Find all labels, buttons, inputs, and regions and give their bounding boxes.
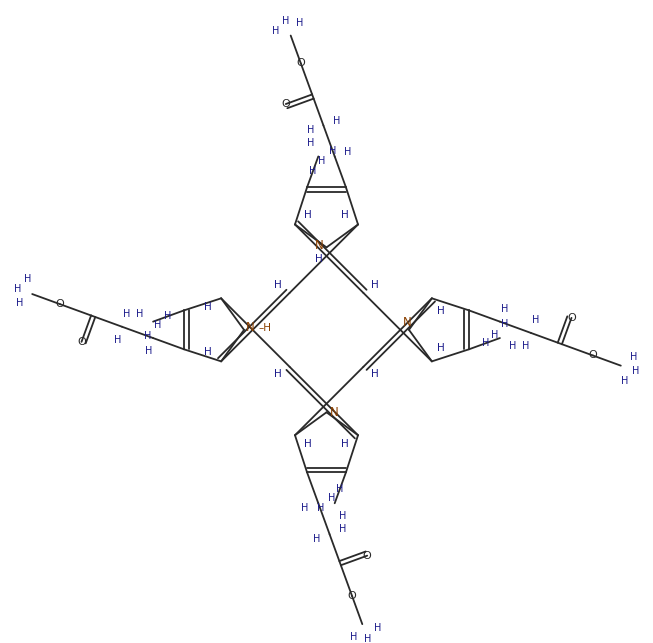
Text: H: H [317, 503, 324, 514]
Text: N: N [404, 316, 412, 329]
Text: H: H [302, 503, 309, 513]
Text: H: H [339, 525, 346, 534]
Text: N: N [246, 322, 255, 334]
Text: H: H [339, 511, 346, 521]
Text: O: O [281, 99, 290, 109]
Text: H: H [154, 320, 161, 330]
Text: H: H [274, 280, 282, 290]
Text: H: H [364, 634, 372, 643]
Text: H: H [501, 303, 509, 314]
Text: O: O [77, 337, 86, 347]
Text: H: H [349, 632, 357, 642]
Text: H: H [341, 210, 349, 221]
Text: H: H [437, 306, 445, 316]
Text: H: H [304, 210, 312, 221]
Text: H: H [304, 439, 312, 449]
Text: H: H [144, 331, 151, 341]
Text: H: H [123, 309, 131, 319]
Text: H: H [274, 369, 282, 379]
Text: H: H [333, 116, 340, 125]
Text: H: H [341, 439, 349, 449]
Text: H: H [318, 156, 325, 166]
Text: H: H [315, 254, 323, 264]
Text: H: H [374, 623, 381, 633]
Text: H: H [24, 274, 32, 284]
Text: H: H [482, 338, 489, 349]
Text: H: H [14, 284, 21, 294]
Text: N: N [315, 239, 323, 252]
Text: H: H [136, 309, 144, 319]
Text: H: H [437, 343, 445, 354]
Text: H: H [114, 335, 121, 345]
Text: H: H [522, 341, 530, 351]
Text: H: H [336, 484, 343, 494]
Text: H: H [16, 298, 23, 308]
Text: H: H [532, 315, 539, 325]
Text: O: O [56, 299, 65, 309]
Text: H: H [307, 125, 314, 135]
Text: H: H [204, 302, 212, 312]
Text: H: H [509, 341, 517, 350]
Text: H: H [296, 17, 304, 28]
Text: H: H [328, 493, 335, 503]
Text: N: N [330, 406, 338, 419]
Text: H: H [307, 138, 314, 149]
Text: H: H [344, 147, 351, 157]
Text: H: H [371, 369, 379, 379]
Text: H: H [272, 26, 279, 37]
Text: O: O [588, 350, 597, 361]
Text: H: H [144, 346, 152, 356]
Text: –H: –H [259, 323, 272, 333]
Text: H: H [164, 311, 171, 322]
Text: H: H [329, 146, 336, 156]
Text: H: H [310, 166, 317, 176]
Text: O: O [363, 550, 372, 561]
Text: H: H [502, 319, 509, 329]
Text: O: O [296, 59, 305, 68]
Text: H: H [281, 15, 289, 26]
Text: H: H [492, 330, 499, 340]
Text: O: O [567, 313, 576, 323]
Text: H: H [632, 366, 639, 376]
Text: H: H [621, 376, 629, 386]
Text: H: H [204, 347, 212, 358]
Text: H: H [630, 352, 637, 361]
Text: H: H [313, 534, 320, 544]
Text: H: H [371, 280, 379, 290]
Text: O: O [348, 592, 357, 601]
